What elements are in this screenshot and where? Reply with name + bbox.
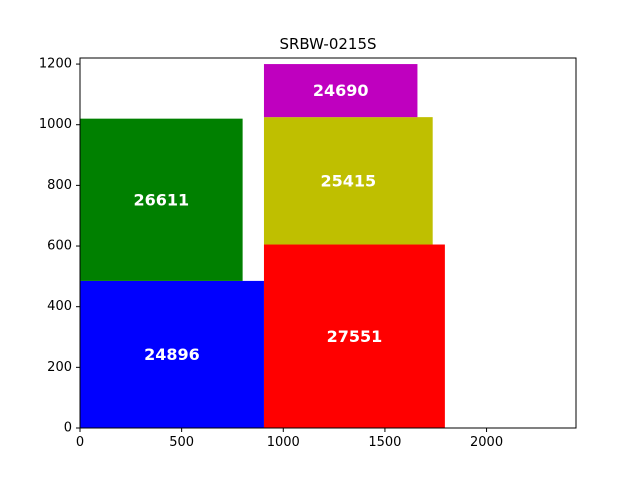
x-tick-label: 0: [76, 435, 84, 450]
rectangle-label-27551: 27551: [327, 327, 383, 346]
y-tick-label: 400: [47, 299, 72, 314]
x-tick-label: 1000: [267, 435, 300, 450]
x-tick-label: 500: [169, 435, 194, 450]
rectangle-label-26611: 26611: [133, 190, 189, 209]
rectangle-label-24896: 24896: [144, 345, 200, 364]
y-tick-label: 200: [47, 360, 72, 375]
rectangle-labels-layer: 24896 26611 27551 25415 24690: [133, 81, 382, 364]
y-tick-label: 1000: [39, 117, 72, 132]
y-tick-label: 0: [64, 421, 72, 436]
rectangle-24896: [80, 280, 264, 428]
rectangle-25415: [263, 117, 433, 245]
y-tick-label: 600: [47, 239, 72, 254]
y-axis: 0 200 400 600 800 1000 1200: [39, 57, 80, 436]
chart-title: SRBW-0215S: [279, 35, 376, 53]
x-axis: 0 500 1000 1500 2000: [76, 428, 503, 450]
rectangles-layer: [80, 64, 445, 428]
rectangle-26611: [80, 118, 243, 281]
y-tick-label: 800: [47, 178, 72, 193]
rectangle-27551: [263, 244, 445, 428]
x-tick-label: 1500: [368, 435, 401, 450]
rectangle-24690: [263, 64, 418, 118]
plot-frame: [79, 57, 577, 429]
rectangle-label-25415: 25415: [320, 171, 376, 190]
rectangle-label-24690: 24690: [313, 81, 369, 100]
y-tick-label: 1200: [39, 57, 72, 72]
x-tick-label: 2000: [470, 435, 503, 450]
